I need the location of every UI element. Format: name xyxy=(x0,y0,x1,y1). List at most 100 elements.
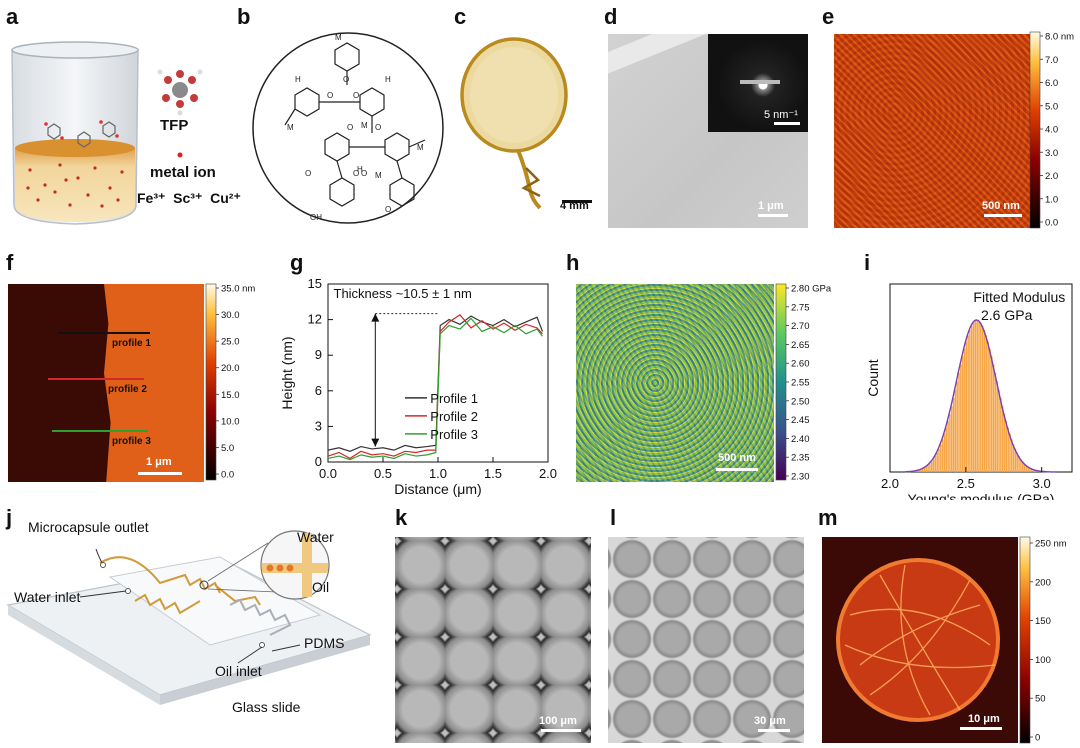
histogram-bar xyxy=(996,381,998,472)
x-tick-label: 1.5 xyxy=(484,466,502,481)
histogram-bar xyxy=(972,322,975,472)
histogram-bar xyxy=(974,320,977,472)
scale-label: 100 μm xyxy=(539,715,577,727)
water-label: Water xyxy=(297,529,334,545)
panel-f: f profile 1 profile 2 profile 3 1 μm 35.… xyxy=(0,250,270,490)
scale-label: 1 μm xyxy=(758,200,784,212)
panel-d: d 5 nm⁻¹ 1 μm xyxy=(596,0,812,235)
ion-cu: Cu²⁺ xyxy=(210,190,241,206)
series-line-profile-3 xyxy=(327,317,543,461)
colorbar-tick-label: 200 xyxy=(1035,577,1051,588)
scale-label: 10 μm xyxy=(968,713,1000,725)
panel-label: c xyxy=(454,4,467,29)
scale-label: 30 μm xyxy=(754,715,786,727)
microcapsule-outlet-label: Microcapsule outlet xyxy=(28,519,149,535)
colorbar-tick-label: 25.0 xyxy=(221,337,240,348)
legend-label: Profile 3 xyxy=(430,427,478,442)
histogram-bar xyxy=(1027,466,1029,472)
panel-label: k xyxy=(395,505,408,530)
histogram-bar xyxy=(1025,465,1028,472)
histogram-bar xyxy=(998,389,1000,472)
colorbar-tick-label: 2.0 xyxy=(1045,171,1058,182)
histogram-bar xyxy=(989,348,991,472)
svg-text:H: H xyxy=(295,75,301,84)
histogram-bar xyxy=(963,348,966,472)
inset-scale-bar xyxy=(774,122,800,125)
microfluidic-device-diagram xyxy=(6,530,372,705)
histogram-bar xyxy=(950,406,953,472)
colorbar-tick-label: 2.75 xyxy=(791,302,810,313)
scale-label: 4 mm xyxy=(560,200,589,212)
profile-label-2: profile 2 xyxy=(108,384,147,395)
histogram-bar xyxy=(945,427,948,472)
colorbar-tick-label: 2.55 xyxy=(791,378,810,389)
film-edge xyxy=(608,34,717,75)
svg-text:O: O xyxy=(375,123,381,132)
colorbar-tick-label: 150 xyxy=(1035,616,1051,627)
scale-bar xyxy=(758,729,790,732)
svg-text:O: O xyxy=(343,75,349,84)
histogram-bar xyxy=(1032,469,1035,472)
panel-g: g 0.0 0.5 1.0 1.5 2.0 0 3 6 9 12 15 Distance (μm) He… xyxy=(270,250,560,500)
histogram-bar xyxy=(923,467,926,472)
profile-label-3: profile 3 xyxy=(112,436,151,447)
colorbar-tick-label: 3.0 xyxy=(1045,148,1058,159)
histogram-bar xyxy=(970,325,973,472)
histogram-bar xyxy=(949,413,951,472)
colorbar-tick-label: 5.0 xyxy=(221,443,234,454)
panel-label: l xyxy=(610,505,617,530)
water-inlet-label: Water inlet xyxy=(14,589,81,605)
panel-j: j Microcapsule outlet Water inlet Water … xyxy=(0,505,385,748)
histogram-bar xyxy=(938,448,940,472)
y-tick-label: 6 xyxy=(315,383,322,398)
film-on-loop-photo xyxy=(460,37,568,210)
histogram-bar xyxy=(936,452,938,472)
panel-label: f xyxy=(6,250,14,275)
colorbar-tick-label: 30.0 xyxy=(221,310,240,321)
histogram-bar xyxy=(932,458,935,472)
svg-text:OH: OH xyxy=(310,213,322,222)
y-tick-label: 9 xyxy=(315,347,322,362)
svg-text:M: M xyxy=(417,143,424,152)
scale-label: 1 μm xyxy=(146,456,172,468)
scale-bar xyxy=(562,200,592,203)
histogram-bar xyxy=(969,330,971,472)
colorbar-tick-label: 2.45 xyxy=(791,415,810,426)
colorbar-tick-label: 100 xyxy=(1035,655,1051,666)
gaussian-fit-curve xyxy=(905,319,1057,473)
colorbar-tick-label: 0.0 xyxy=(1045,218,1058,229)
histogram-bar xyxy=(947,420,949,472)
colorbar-tick-label: 4.0 xyxy=(1045,125,1058,136)
panel-label: d xyxy=(604,4,618,29)
arrow-head-down xyxy=(371,438,380,447)
x-axis-title: Distance (μm) xyxy=(394,481,481,497)
histogram-bar xyxy=(956,381,958,472)
histogram-bar xyxy=(967,335,969,472)
histogram-bar xyxy=(930,461,933,472)
colorbar: 2.80 GPa 2.75 2.70 2.65 2.60 2.55 2.50 2.45 2.40… xyxy=(775,284,832,483)
tem-image: 5 nm⁻¹ 1 μm xyxy=(608,34,808,228)
panel-c: c 4 mm xyxy=(448,0,596,235)
oil-label: Oil xyxy=(312,579,330,595)
histogram-bar xyxy=(992,364,995,472)
svg-text:O: O xyxy=(347,123,353,132)
thickness-annotation: Thickness ~10.5 ± 1 nm xyxy=(334,286,472,301)
histogram-bar xyxy=(976,320,978,472)
beaker-illustration xyxy=(11,41,203,225)
y-axis-title: Height (nm) xyxy=(279,336,295,409)
panel-e: e 500 nm 8.0 nm 7.0 6.0 5.0 4.0 3.0 2.0 1.0 0.0 xyxy=(812,0,1080,235)
histogram-bar xyxy=(958,372,960,472)
scale-bar xyxy=(541,729,581,732)
histogram-bar xyxy=(921,468,924,472)
panel-l: l 30 μm xyxy=(600,505,810,748)
colorbar-tick-label: 2.65 xyxy=(791,340,810,351)
x-tick-label: 2.5 xyxy=(957,476,975,491)
panel-label: m xyxy=(818,505,838,530)
histogram-bar xyxy=(1012,444,1015,472)
colorbar-tick-label: 6.0 xyxy=(1045,78,1058,89)
scale-bar xyxy=(716,468,758,471)
colorbar-tick-label: 15.0 xyxy=(221,390,240,401)
metal-ion-icon xyxy=(177,152,183,158)
scale-bar xyxy=(758,214,788,217)
x-tick-label: 0.5 xyxy=(374,466,392,481)
